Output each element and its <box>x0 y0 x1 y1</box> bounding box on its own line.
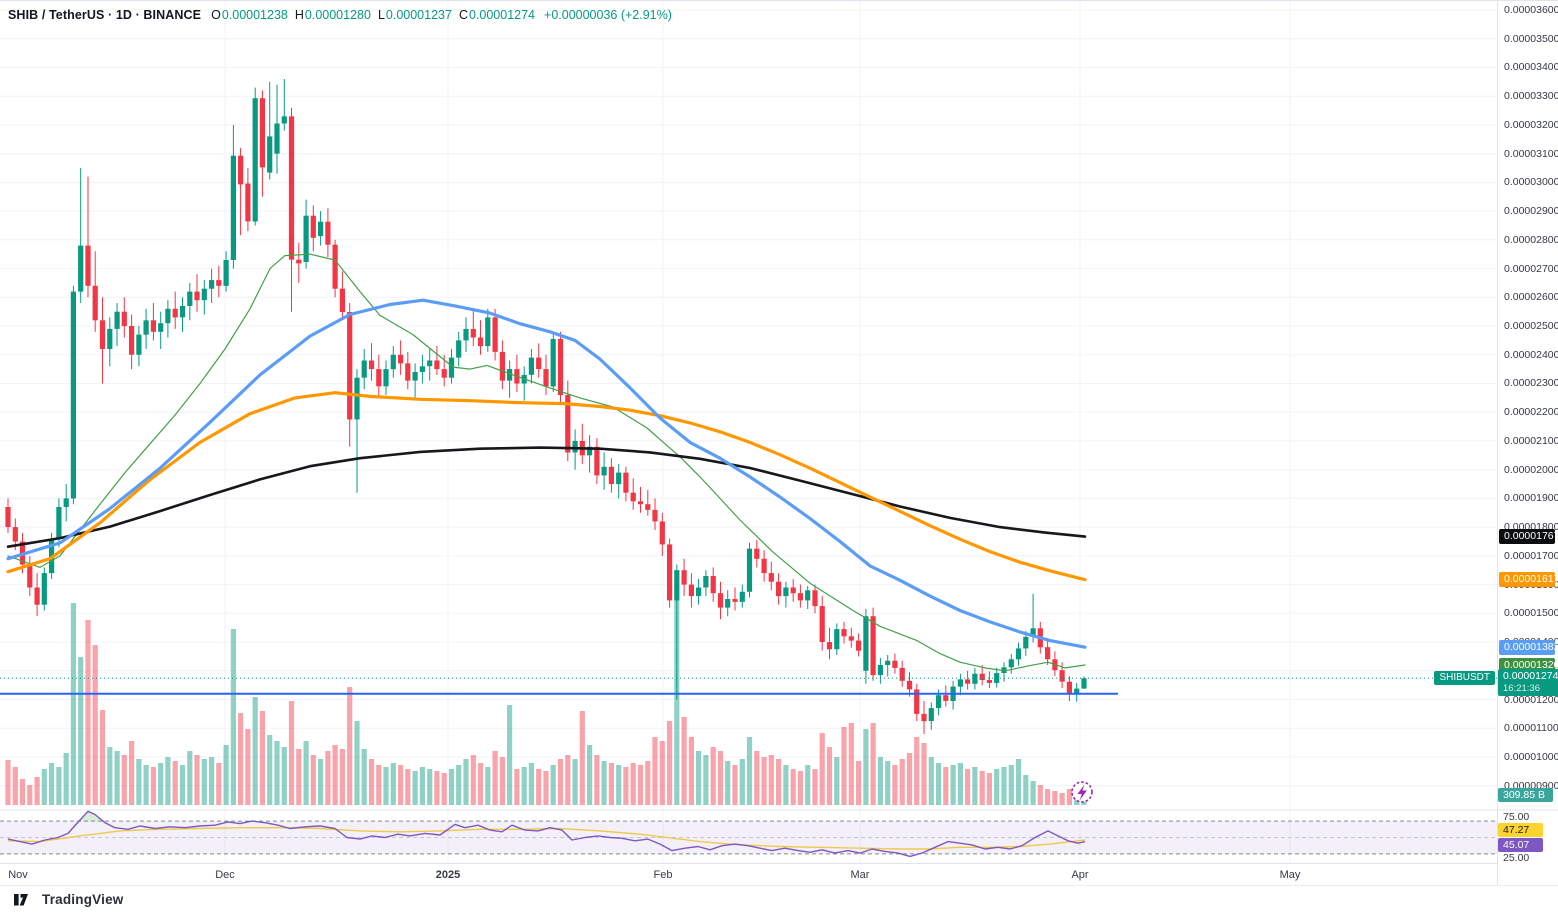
price-tick-label: 0.00002700 <box>1504 263 1558 275</box>
price-tick-label: 0.00003100 <box>1504 148 1558 160</box>
price-axis[interactable]: 0.00003600 0.00003500 0.00003400 0.00003300… <box>1497 0 1558 885</box>
chart-legend: SHIB / TetherUS · 1D · BINANCE O0.000012… <box>8 6 672 24</box>
time-label-May: May <box>1279 869 1301 881</box>
price-tick-label: 0.00002500 <box>1504 320 1558 332</box>
grid-layer <box>0 0 1558 863</box>
rsi-ma-label: 47.27 <box>1498 823 1543 837</box>
ma-green <box>7 253 1086 672</box>
rsi-line <box>7 810 1086 858</box>
last-price-label: 0.00001274 16:21:36 <box>1498 669 1558 696</box>
volume-value-label: 309.85 B <box>1498 788 1553 802</box>
price-tick-label: 0.00002800 <box>1504 234 1558 246</box>
ma-blue <box>6 298 1087 649</box>
price-tick-label: 0.00001100 <box>1504 722 1558 734</box>
price-tick-label: 0.00001000 <box>1504 751 1558 763</box>
ma200-label: 0.00001767 <box>1499 529 1558 544</box>
rsi-value-label: 45.07 <box>1498 838 1543 852</box>
price-tick-label: 0.00001900 <box>1504 492 1558 504</box>
price-tick-label: 0.00002900 <box>1504 205 1558 217</box>
symbol-title[interactable]: SHIB / TetherUS · 1D · BINANCE <box>8 8 202 22</box>
chart-canvas[interactable] <box>0 0 1558 890</box>
time-label-Mar: Mar <box>850 869 870 881</box>
price-tick-label: 0.00003600 <box>1504 4 1558 16</box>
price-tick-label: 0.00001200 <box>1504 694 1558 706</box>
price-tick-label: 0.00002000 <box>1504 464 1558 476</box>
last-price-value: 0.00001274 <box>1503 670 1558 682</box>
price-tick-label: 0.00001700 <box>1504 550 1558 562</box>
ma100-label: 0.00001617 <box>1499 572 1558 587</box>
ohlc-high: H0.00001280 <box>294 8 371 22</box>
price-tick-label: 0.00002400 <box>1504 349 1558 361</box>
symbol-price-tag: SHIBUSDT <box>1434 671 1495 685</box>
rsi-pane <box>0 810 1497 858</box>
time-label-2025: 2025 <box>435 869 461 881</box>
tradingview-logo-text: TradingView <box>42 892 124 907</box>
price-tick-label: 0.00003500 <box>1504 33 1558 45</box>
ohlc-open: O0.00001238 <box>211 8 288 22</box>
ohlc-low: L0.00001237 <box>377 8 452 22</box>
volume-layer <box>5 600 1087 805</box>
candles-layer <box>5 79 1087 734</box>
time-label-Nov: Nov <box>8 869 28 881</box>
ma50-label: 0.00001382 <box>1499 640 1558 655</box>
lightning-icon <box>1071 781 1093 803</box>
divider <box>0 885 1558 886</box>
price-tick-label: 0.00002100 <box>1504 435 1558 447</box>
ma-orange <box>6 391 1087 582</box>
rsi-tick-75: 75.00 <box>1503 811 1530 823</box>
price-tick-label: 0.00002200 <box>1504 406 1558 418</box>
rsi-tick-25: 25.00 <box>1503 852 1530 864</box>
price-tick-label: 0.00001500 <box>1504 607 1558 619</box>
price-tick-label: 0.00003300 <box>1504 90 1558 102</box>
ma-black <box>6 446 1087 549</box>
bar-countdown: 16:21:36 <box>1503 683 1540 694</box>
price-tick-label: 0.00003200 <box>1504 119 1558 131</box>
price-change: +0.00000036 (+2.91%) <box>544 8 672 22</box>
price-tick-label: 0.00003400 <box>1504 61 1558 73</box>
tradingview-logo-icon <box>14 893 28 905</box>
time-label-Apr: Apr <box>1071 869 1089 881</box>
price-tick-label: 0.00003000 <box>1504 176 1558 188</box>
time-label-Dec: Dec <box>215 869 235 881</box>
price-tick-label: 0.00002300 <box>1504 377 1558 389</box>
ohlc-close: C0.00001274 <box>458 8 536 22</box>
tradingview-logo[interactable]: TradingView <box>14 892 123 907</box>
time-label-Feb: Feb <box>653 869 673 881</box>
rsi-ma-line <box>7 827 1086 850</box>
price-tick-label: 0.00002600 <box>1504 291 1558 303</box>
time-axis[interactable]: Nov Dec 2025 Feb Mar Apr May <box>0 863 1497 886</box>
